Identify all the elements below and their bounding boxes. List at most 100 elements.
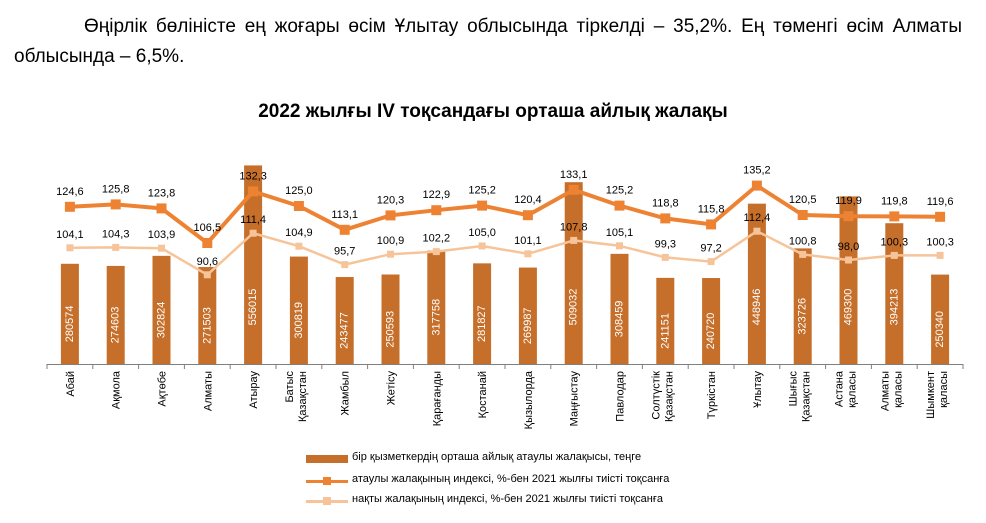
- bar-value-label-8: 317758: [430, 299, 442, 336]
- category-label-9: Қостанай: [477, 371, 489, 418]
- nominal-index-point-8: [431, 205, 442, 216]
- bar-value-label-15: 448946: [751, 289, 763, 326]
- category-label-8: Қарағанды: [431, 371, 443, 426]
- bar-14: [702, 278, 721, 364]
- category-label-15: Ұлытау: [752, 371, 764, 408]
- real-index-point-10: [524, 250, 532, 258]
- bar-value-label-3: 271503: [201, 307, 213, 344]
- category-label-18: Алматықаласы: [879, 371, 904, 411]
- real-index-value-label-15: 112,4: [744, 212, 771, 224]
- bar-0: [60, 263, 79, 364]
- bar-value-label-16: 323726: [797, 298, 809, 335]
- nominal-index-value-label-11: 133,1: [560, 169, 588, 181]
- nominal-index-point-2: [156, 203, 167, 214]
- real-index-point-4: [249, 229, 257, 237]
- category-label-16: ШығысҚазақстан: [788, 371, 813, 422]
- nominal-index-value-label-6: 113,1: [331, 209, 358, 221]
- bar-4: [244, 165, 263, 364]
- real-index-value-label-19: 100,3: [926, 236, 954, 248]
- legend-label-nominal-index: атаулы жалақының индексі, %-бен 2021 жыл…: [352, 473, 670, 485]
- bar-8: [427, 250, 446, 364]
- real-index-value-label-13: 99,3: [655, 238, 676, 250]
- nominal-index-value-label-13: 118,8: [652, 197, 679, 209]
- bar-10: [518, 267, 537, 364]
- real-index-value-label-7: 100,9: [377, 235, 405, 247]
- real-index-point-11: [570, 236, 578, 244]
- bar-value-label-11: 509032: [568, 289, 580, 326]
- bar-value-label-19: 250340: [934, 311, 946, 348]
- real-index-value-label-11: 107,8: [560, 221, 588, 233]
- real-index-value-label-14: 97,2: [700, 243, 721, 255]
- legend-marker-real-index: [323, 497, 331, 505]
- nominal-index-point-12: [614, 200, 625, 211]
- bar-value-label-7: 250593: [385, 311, 397, 348]
- nominal-index-point-10: [522, 210, 533, 221]
- nominal-index-point-15: [751, 180, 762, 191]
- real-index-value-label-17: 98,0: [838, 241, 859, 253]
- bar-value-label-14: 240720: [705, 313, 717, 350]
- category-label-2: Ақтөбе: [157, 371, 169, 407]
- real-index-point-7: [387, 250, 394, 258]
- nominal-index-value-label-9: 125,2: [468, 185, 496, 197]
- real-index-point-9: [478, 242, 486, 250]
- bar-3: [198, 267, 217, 364]
- bar-11: [564, 182, 583, 364]
- bar-18: [885, 223, 904, 364]
- nominal-index-value-label-16: 120,5: [789, 194, 817, 206]
- nominal-index-value-label-18: 119,8: [881, 195, 908, 207]
- real-index-value-label-4: 111,4: [240, 214, 266, 226]
- real-index-value-label-8: 102,2: [423, 233, 451, 245]
- real-index-value-label-0: 104,1: [56, 229, 84, 241]
- bar-value-label-17: 469300: [843, 289, 855, 326]
- category-label-14: Түркістан: [706, 371, 718, 419]
- real-index-point-5: [295, 242, 303, 250]
- bar-5: [289, 256, 308, 364]
- real-index-point-17: [845, 256, 852, 264]
- real-index-point-0: [66, 244, 74, 252]
- bar-value-label-10: 269987: [522, 307, 534, 344]
- real-index-point-19: [936, 251, 944, 259]
- bar-17: [839, 196, 858, 364]
- nominal-index-point-7: [385, 210, 396, 221]
- bar-value-label-18: 394213: [888, 289, 900, 326]
- real-index-point-1: [112, 243, 120, 251]
- bar-7: [381, 274, 400, 364]
- bar-9: [473, 263, 492, 364]
- category-label-12: Павлодар: [615, 371, 627, 422]
- category-label-17: Астанақаласы: [834, 370, 859, 408]
- intro-paragraph: Өңірлік бөліністе ең жоғары өсім Ұлытау …: [14, 16, 962, 67]
- real-index-line: [69, 229, 941, 277]
- legend-marker-nominal-index: [323, 477, 331, 485]
- nominal-index-value-label-17: 119,9: [835, 195, 862, 207]
- nominal-index-point-19: [935, 211, 946, 222]
- nominal-index-point-4: [248, 186, 259, 197]
- bar-value-label-12: 308459: [614, 301, 626, 338]
- category-label-19: Шымкентқаласы: [925, 371, 950, 419]
- nominal-index-value-label-3: 106,5: [194, 222, 222, 234]
- nominal-index-value-label-2: 123,8: [148, 187, 176, 199]
- real-index-point-2: [158, 244, 165, 252]
- legend-swatch-bars: [306, 455, 348, 463]
- bar-13: [656, 277, 675, 364]
- real-index-value-label-2: 103,9: [148, 229, 176, 241]
- real-index-value-label-9: 105,0: [468, 227, 496, 239]
- bar-12: [610, 253, 629, 364]
- bar-value-label-5: 300819: [293, 302, 305, 339]
- real-index-value-label-6: 95,7: [334, 246, 355, 258]
- nominal-index-point-17: [843, 211, 854, 222]
- nominal-index-value-label-5: 125,0: [285, 185, 313, 197]
- bar-6: [335, 277, 354, 364]
- nominal-index-point-5: [293, 201, 304, 211]
- legend-label-bars: бір қызметкердің орташа айлық атаулы жал…: [352, 451, 642, 463]
- nominal-index-value-label-19: 119,6: [927, 196, 954, 208]
- real-index-value-label-12: 105,1: [606, 227, 634, 239]
- real-index-value-label-16: 100,8: [789, 235, 817, 247]
- legend-label-real-index: нақты жалақының индексі, %-бен 2021 жылғ…: [352, 493, 663, 505]
- category-label-10: Қызылорда: [523, 370, 535, 429]
- category-label-3: Алматы: [202, 371, 214, 411]
- real-index-point-6: [341, 261, 349, 269]
- nominal-index-value-label-10: 120,4: [514, 194, 542, 206]
- nominal-index-value-label-0: 124,6: [56, 186, 84, 198]
- nominal-index-point-6: [339, 224, 350, 235]
- nominal-index-value-label-14: 115,8: [698, 203, 725, 215]
